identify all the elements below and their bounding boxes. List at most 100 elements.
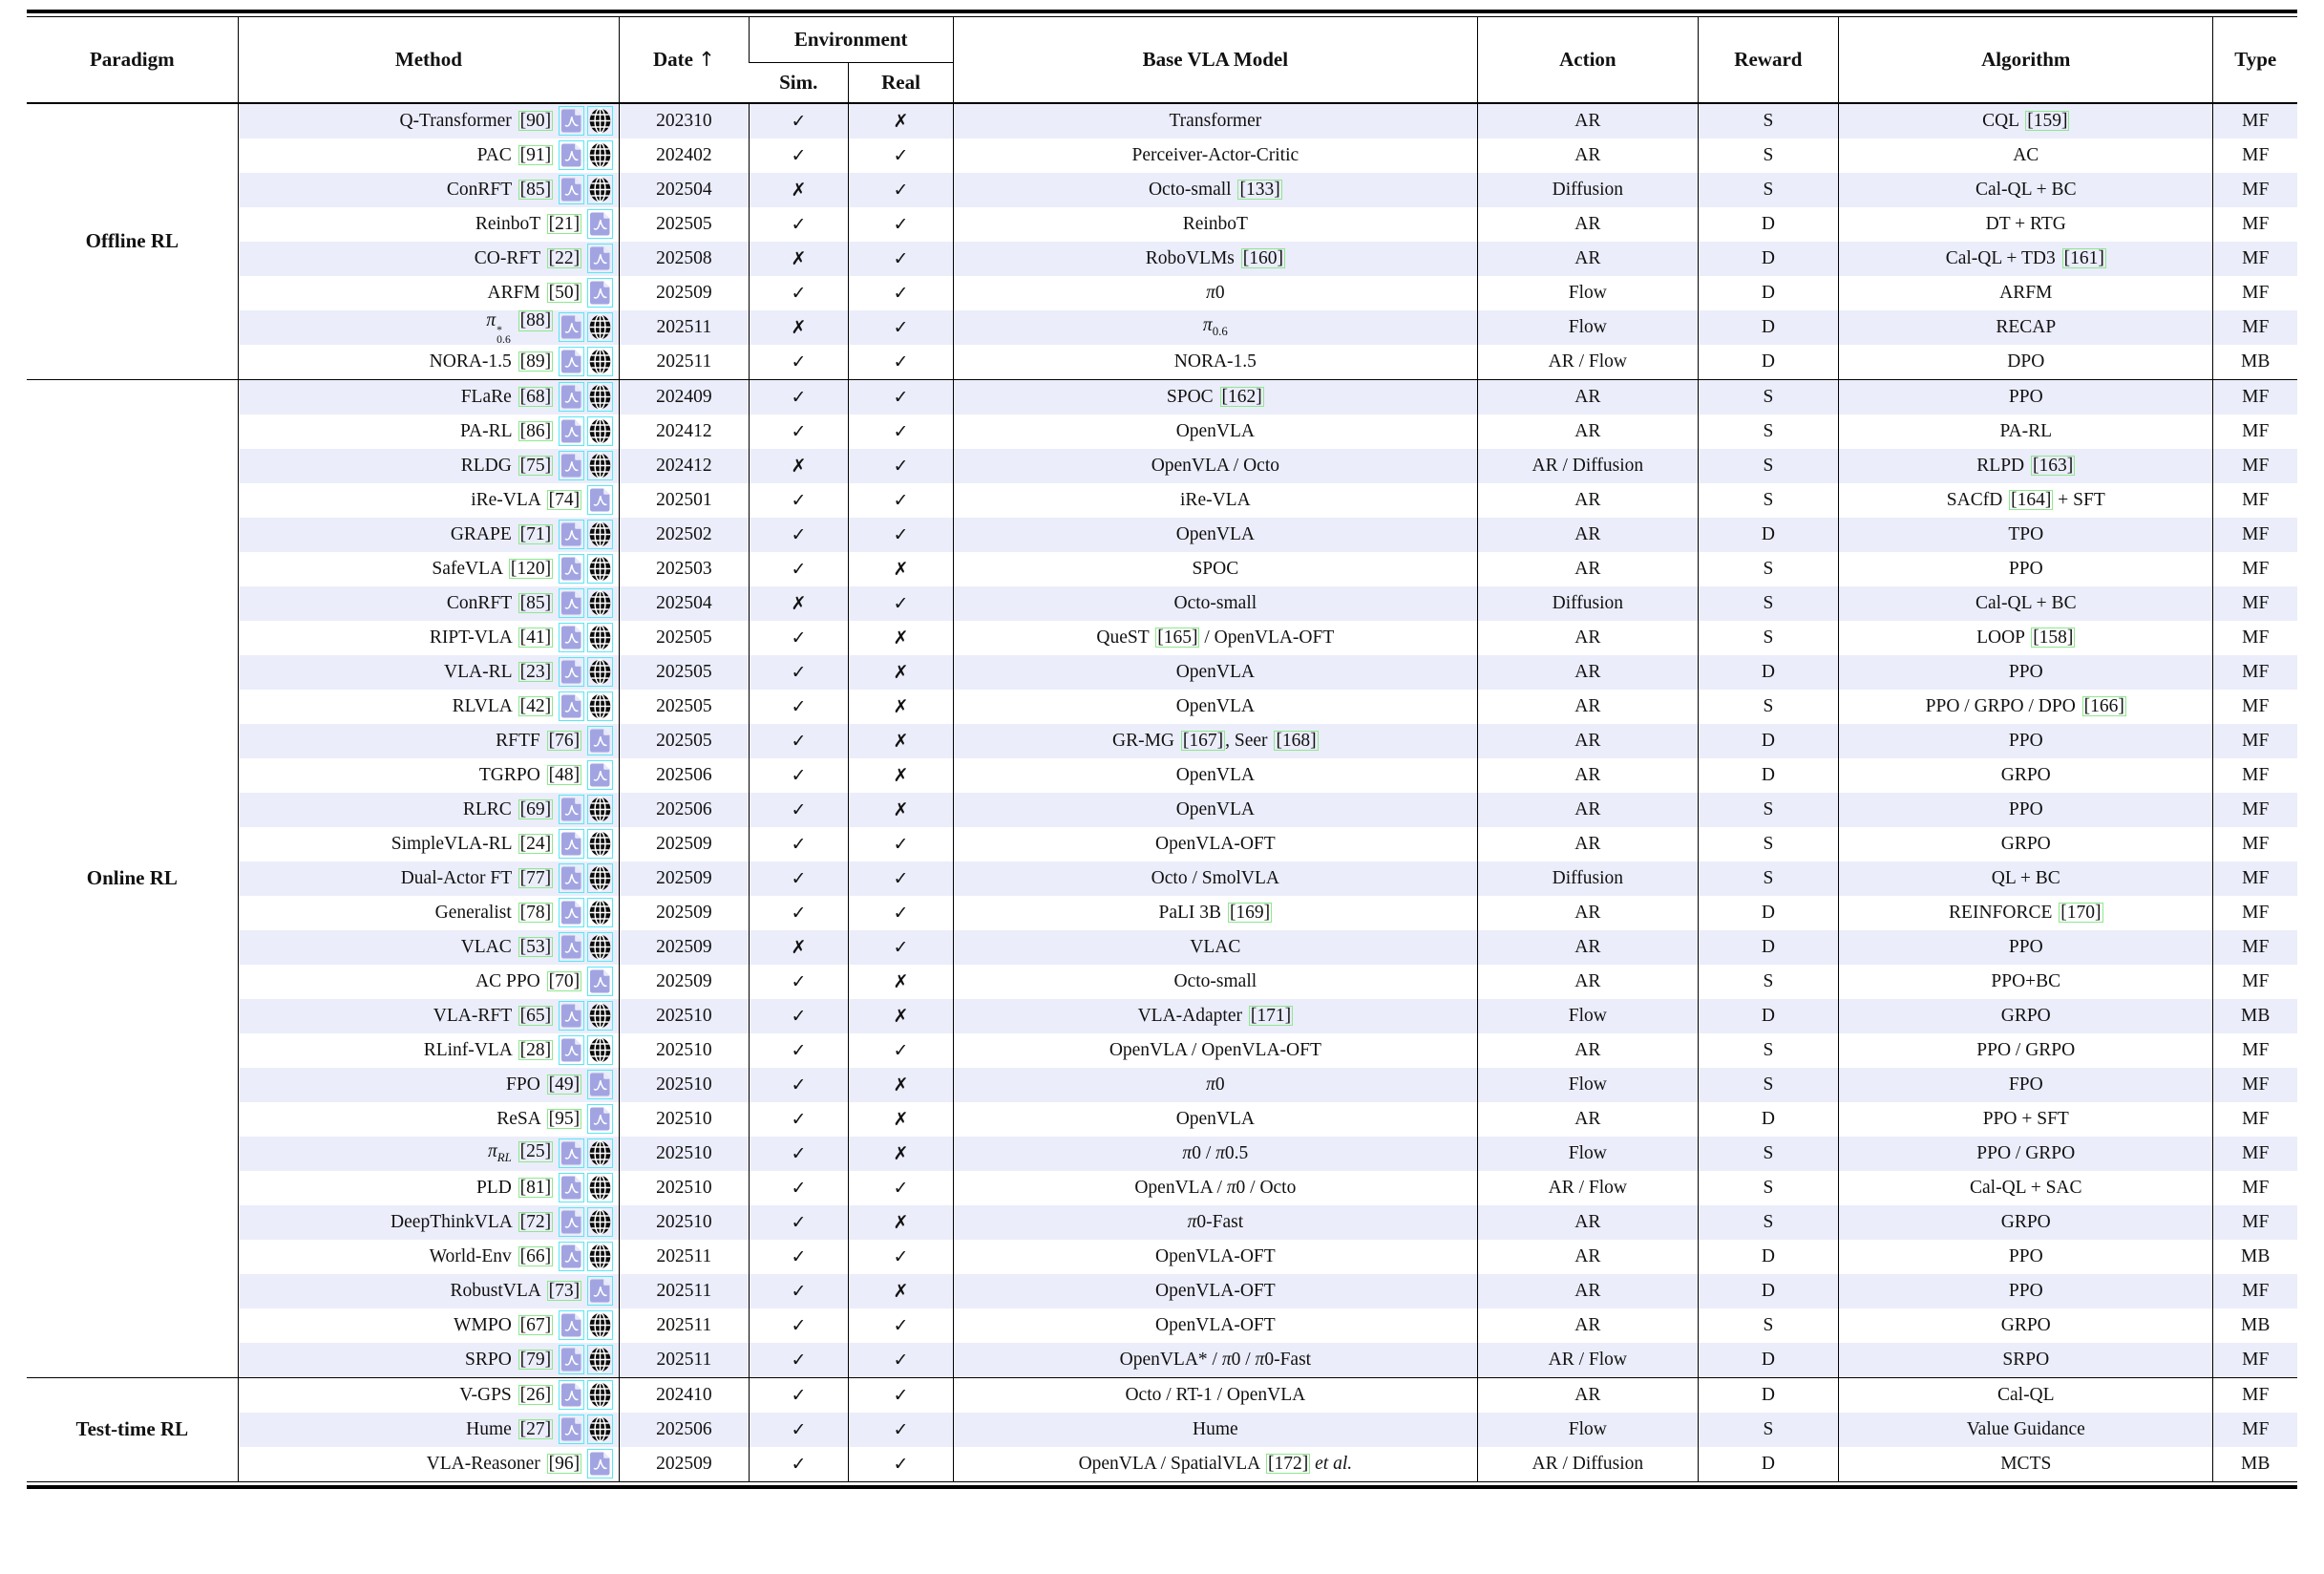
website-link-icon[interactable] [587,140,614,170]
citation-link[interactable]: [120] [508,558,554,580]
pdf-link-icon[interactable] [559,1414,585,1444]
citation-link[interactable]: [77] [518,867,554,889]
citation-link[interactable]: [86] [518,420,554,442]
website-link-icon[interactable] [587,1173,614,1202]
website-link-icon[interactable] [587,106,614,136]
citation-link[interactable]: [23] [518,661,554,683]
pdf-link-icon[interactable] [559,1310,585,1340]
citation-link[interactable]: [89] [518,351,554,372]
website-link-icon[interactable] [587,691,614,721]
website-link-icon[interactable] [587,1345,614,1374]
website-link-icon[interactable] [587,657,614,687]
website-link-icon[interactable] [587,1035,614,1065]
website-link-icon[interactable] [587,1310,614,1340]
pdf-link-icon[interactable] [559,416,585,446]
citation-link[interactable]: [85] [518,179,554,201]
pdf-link-icon[interactable] [559,691,585,721]
citation-link[interactable]: [167] [1180,730,1226,752]
citation-link[interactable]: [73] [546,1280,582,1302]
citation-link[interactable]: [95] [546,1108,582,1130]
pdf-link-icon[interactable] [559,932,585,962]
pdf-link-icon[interactable] [587,760,614,790]
pdf-link-icon[interactable] [559,347,585,376]
citation-link[interactable]: [71] [518,523,554,545]
pdf-link-icon[interactable] [587,1276,614,1306]
pdf-link-icon[interactable] [559,1035,585,1065]
website-link-icon[interactable] [587,382,614,412]
pdf-link-icon[interactable] [559,863,585,893]
citation-link[interactable]: [72] [518,1211,554,1233]
pdf-link-icon[interactable] [559,140,585,170]
pdf-link-icon[interactable] [587,485,614,515]
website-link-icon[interactable] [587,588,614,618]
citation-link[interactable]: [166] [2081,695,2126,717]
citation-link[interactable]: [65] [518,1005,554,1027]
citation-link[interactable]: [158] [2031,627,2076,649]
citation-link[interactable]: [79] [518,1349,554,1371]
pdf-link-icon[interactable] [559,106,585,136]
website-link-icon[interactable] [587,623,614,652]
website-link-icon[interactable] [587,347,614,376]
citation-link[interactable]: [96] [546,1453,582,1475]
pdf-link-icon[interactable] [559,520,585,549]
citation-link[interactable]: [41] [518,627,554,649]
pdf-link-icon[interactable] [587,1449,614,1478]
pdf-link-icon[interactable] [587,1104,614,1134]
pdf-link-icon[interactable] [559,588,585,618]
pdf-link-icon[interactable] [559,1242,585,1271]
website-link-icon[interactable] [587,175,614,204]
pdf-link-icon[interactable] [559,382,585,412]
citation-link[interactable]: [49] [546,1074,582,1095]
citation-link[interactable]: [88] [518,310,554,331]
citation-link[interactable]: [21] [546,213,582,235]
website-link-icon[interactable] [587,451,614,480]
pdf-link-icon[interactable] [559,554,585,584]
citation-link[interactable]: [133] [1237,179,1282,201]
citation-link[interactable]: [24] [518,833,554,855]
pdf-link-icon[interactable] [559,623,585,652]
website-link-icon[interactable] [587,416,614,446]
citation-link[interactable]: [161] [2061,247,2106,269]
citation-link[interactable]: [69] [518,798,554,820]
citation-link[interactable]: [66] [518,1245,554,1267]
pdf-link-icon[interactable] [587,726,614,755]
citation-link[interactable]: [90] [518,110,554,132]
pdf-link-icon[interactable] [559,1138,585,1168]
citation-link[interactable]: [81] [518,1177,554,1199]
website-link-icon[interactable] [587,520,614,549]
website-link-icon[interactable] [587,1207,614,1237]
website-link-icon[interactable] [587,898,614,927]
citation-link[interactable]: [163] [2031,455,2076,477]
citation-link[interactable]: [160] [1240,247,1285,269]
pdf-link-icon[interactable] [587,244,614,273]
citation-link[interactable]: [27] [518,1418,554,1440]
website-link-icon[interactable] [587,1001,614,1031]
citation-link[interactable]: [162] [1219,386,1264,408]
citation-link[interactable]: [48] [546,764,582,786]
website-link-icon[interactable] [587,312,614,342]
pdf-link-icon[interactable] [559,795,585,824]
pdf-link-icon[interactable] [559,451,585,480]
website-link-icon[interactable] [587,554,614,584]
citation-link[interactable]: [172] [1266,1453,1311,1475]
website-link-icon[interactable] [587,795,614,824]
citation-link[interactable]: [42] [518,695,554,717]
citation-link[interactable]: [171] [1248,1005,1294,1027]
pdf-link-icon[interactable] [559,657,585,687]
pdf-link-icon[interactable] [587,1070,614,1099]
website-link-icon[interactable] [587,863,614,893]
pdf-link-icon[interactable] [587,967,614,996]
citation-link[interactable]: [22] [546,247,582,269]
citation-link[interactable]: [159] [2025,110,2070,132]
website-link-icon[interactable] [587,1380,614,1410]
pdf-link-icon[interactable] [559,1345,585,1374]
citation-link[interactable]: [70] [546,970,582,992]
pdf-link-icon[interactable] [559,312,585,342]
pdf-link-icon[interactable] [559,829,585,859]
citation-link[interactable]: [75] [518,455,554,477]
citation-link[interactable]: [78] [518,902,554,924]
pdf-link-icon[interactable] [559,1380,585,1410]
citation-link[interactable]: [168] [1274,730,1319,752]
citation-link[interactable]: [74] [546,489,582,511]
website-link-icon[interactable] [587,1242,614,1271]
